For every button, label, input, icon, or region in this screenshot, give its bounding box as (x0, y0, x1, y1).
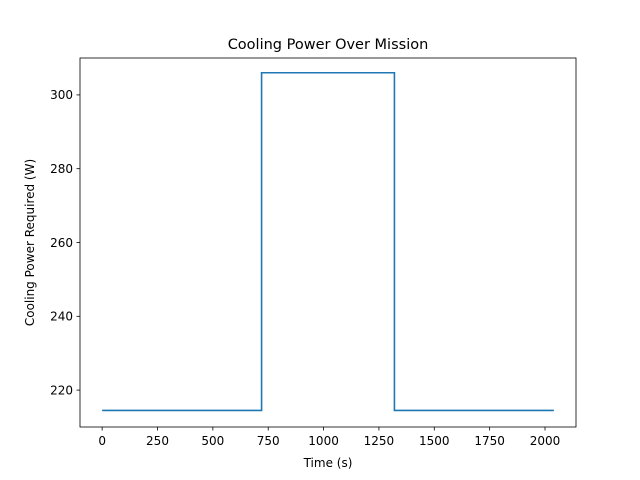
x-tick-label: 1000 (308, 434, 339, 448)
y-tick-label: 280 (50, 162, 73, 176)
x-axis-label: Time (s) (303, 456, 353, 470)
plot-area (102, 71, 554, 412)
x-tick-label: 1750 (474, 434, 505, 448)
x-tick-label: 1250 (364, 434, 395, 448)
y-tick-label: 220 (50, 383, 73, 397)
axes-frame (79, 57, 577, 428)
x-tick-label: 750 (257, 434, 280, 448)
x-tick-label: 250 (146, 434, 169, 448)
y-tick-label: 300 (50, 88, 73, 102)
series-line (102, 71, 554, 412)
y-axis-ticks: 220 240 260 280 300 (50, 88, 80, 397)
x-tick-label: 500 (201, 434, 224, 448)
x-axis-ticks: 0 250 500 750 1000 1250 1500 1750 2000 (98, 427, 560, 448)
y-tick-label: 240 (50, 310, 73, 324)
y-tick-label: 260 (50, 236, 73, 250)
y-axis-label: Cooling Power Required (W) (23, 159, 37, 326)
x-tick-label: 0 (98, 434, 106, 448)
x-tick-label: 2000 (530, 434, 561, 448)
chart-title: Cooling Power Over Mission (228, 37, 429, 53)
x-tick-label: 1500 (419, 434, 450, 448)
